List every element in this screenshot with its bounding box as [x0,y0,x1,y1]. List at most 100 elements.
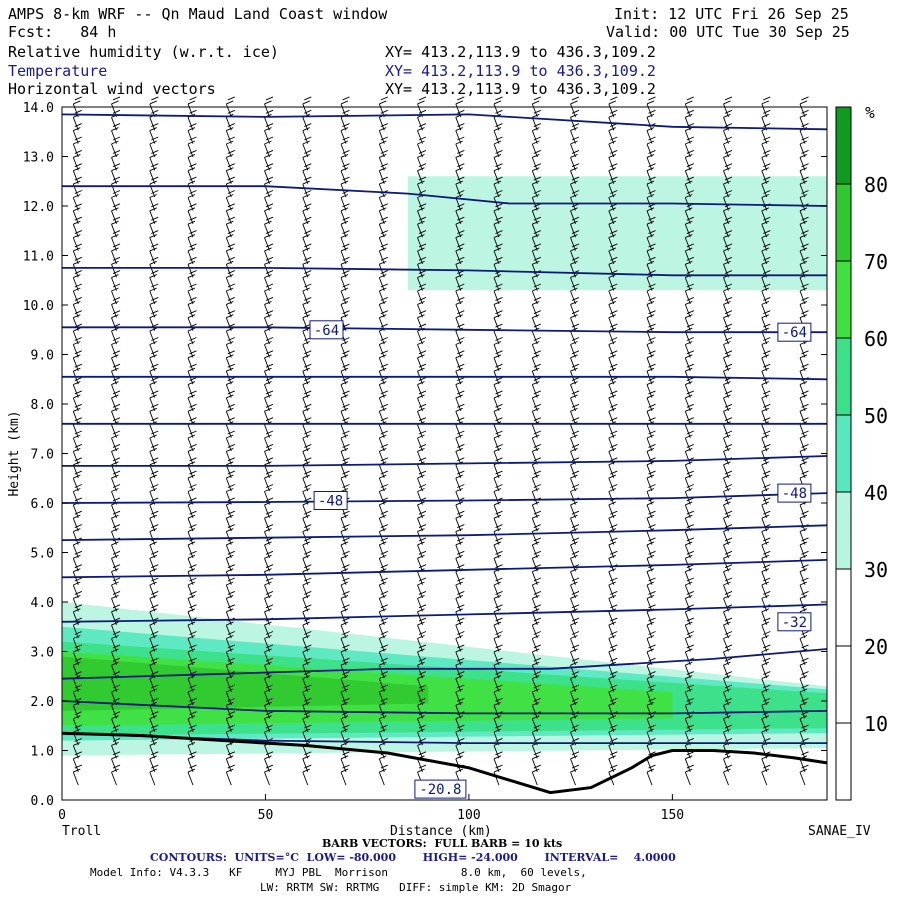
wind-barb-753 [608,243,618,265]
wind-barb-177 [187,443,197,465]
wind-barb-631 [531,510,541,532]
wind-barb-484 [417,430,427,452]
wind-barb-988 [799,510,809,532]
wind-barb-153 [187,764,197,786]
temperature-contour-10 [61,603,828,623]
wind-barb-681 [570,524,580,545]
wind-barb-507 [417,123,427,144]
temperature-contour-8 [61,524,828,541]
wind-barb-691 [570,390,580,412]
wind-barb-187 [187,310,197,331]
wind-barb-542 [455,337,465,358]
wind-barb-633 [531,484,541,505]
wind-barb-437 [378,377,388,398]
wind-barb-558 [455,123,465,144]
wind-barb-102 [149,764,159,786]
temperature-contour-0 [61,113,828,131]
wind-barb-12 [72,604,82,625]
wind-barb-524 [455,577,465,599]
wind-barb-888 [723,484,733,505]
wind-barb-929 [761,617,771,639]
wind-barb-159 [187,684,197,706]
rh-region-5 [62,656,429,711]
wind-barb-293 [264,256,274,278]
wind-barb-725 [608,617,618,639]
wind-barb-715 [608,751,618,772]
wind-barb-622 [531,631,541,652]
wind-barb-356 [302,96,312,118]
wind-barb-130 [149,390,159,412]
wind-barb-673 [570,631,580,652]
wind-barb-67 [111,550,121,572]
wind-barb-867 [723,764,733,786]
wind-barb-901 [723,310,733,331]
wind-barb-329 [302,457,312,478]
wind-barb-817 [684,751,694,772]
wind-barb-427 [378,510,388,532]
wind-barb-163 [187,631,197,652]
wind-barb-83 [111,337,121,358]
colorbar-label-5: 60 [864,327,888,351]
wind-barb-330 [302,443,312,465]
wind-barb-139 [149,270,159,291]
wind-barb-640 [531,390,541,412]
wind-barb-1019 [799,96,809,118]
wind-barb-575 [493,577,503,599]
wind-barb-309 [302,724,312,746]
wind-barb-519 [455,644,465,666]
wind-barb-590 [493,377,503,398]
wind-barb-873 [723,684,733,706]
temperature-contour-6 [62,455,828,467]
wind-barb-938 [761,497,771,519]
wind-barb-961 [761,190,771,211]
wind-barb-439 [378,350,388,371]
wind-barb-623 [531,617,541,639]
wind-barb-664 [570,751,580,772]
wind-barb-98 [111,136,121,158]
wind-barb-90 [111,243,121,265]
wind-barb-414 [378,684,388,706]
wind-barb-646 [531,310,541,331]
wind-barb-641 [531,377,541,398]
wind-barb-883 [723,550,733,572]
model-info: Model Info: V4.3.3 KF MYJ PBL Morrison 8… [90,866,587,879]
wind-barb-759 [608,163,618,184]
wind-barb-1004 [799,296,809,318]
wind-barb-370 [340,590,350,612]
wind-barb-874 [723,671,733,692]
wind-barb-1014 [799,163,809,184]
wind-barb-443 [378,296,388,318]
wind-barb-133 [149,350,159,371]
wind-barb-407 [340,96,350,118]
wind-barb-467 [417,657,427,679]
colorbar-frame [835,106,852,801]
wind-barb-682 [570,510,580,532]
wind-barb-742 [608,390,618,412]
wind-barb-755 [608,216,618,238]
wind-barb-226 [225,470,235,492]
wind-barb-112 [149,631,159,652]
wind-barb-426 [378,524,388,545]
wind-barb-227 [225,457,235,478]
wind-barb-76 [111,430,121,452]
wind-barb-138 [149,283,159,305]
contour-label-box-5 [414,779,467,799]
wind-barb-958 [761,230,771,251]
wind-barb-505 [417,149,427,171]
wind-barb-29 [72,377,82,398]
wind-barb-668 [570,697,580,719]
wind-barb-588 [493,403,503,425]
wind-barb-235 [225,350,235,371]
wind-barb-1015 [799,149,809,171]
wind-barb-178 [187,430,197,452]
wind-barb-798 [646,323,656,345]
wind-barb-399 [340,203,350,224]
wind-barb-61 [111,631,121,652]
wind-barb-903 [723,283,733,305]
wind-barb-950 [761,337,771,358]
wind-barb-884 [723,537,733,559]
wind-barb-741 [608,403,618,425]
wind-barb-537 [455,403,465,425]
wind-barb-690 [570,403,580,425]
contour-label-1: -64 [782,325,807,341]
